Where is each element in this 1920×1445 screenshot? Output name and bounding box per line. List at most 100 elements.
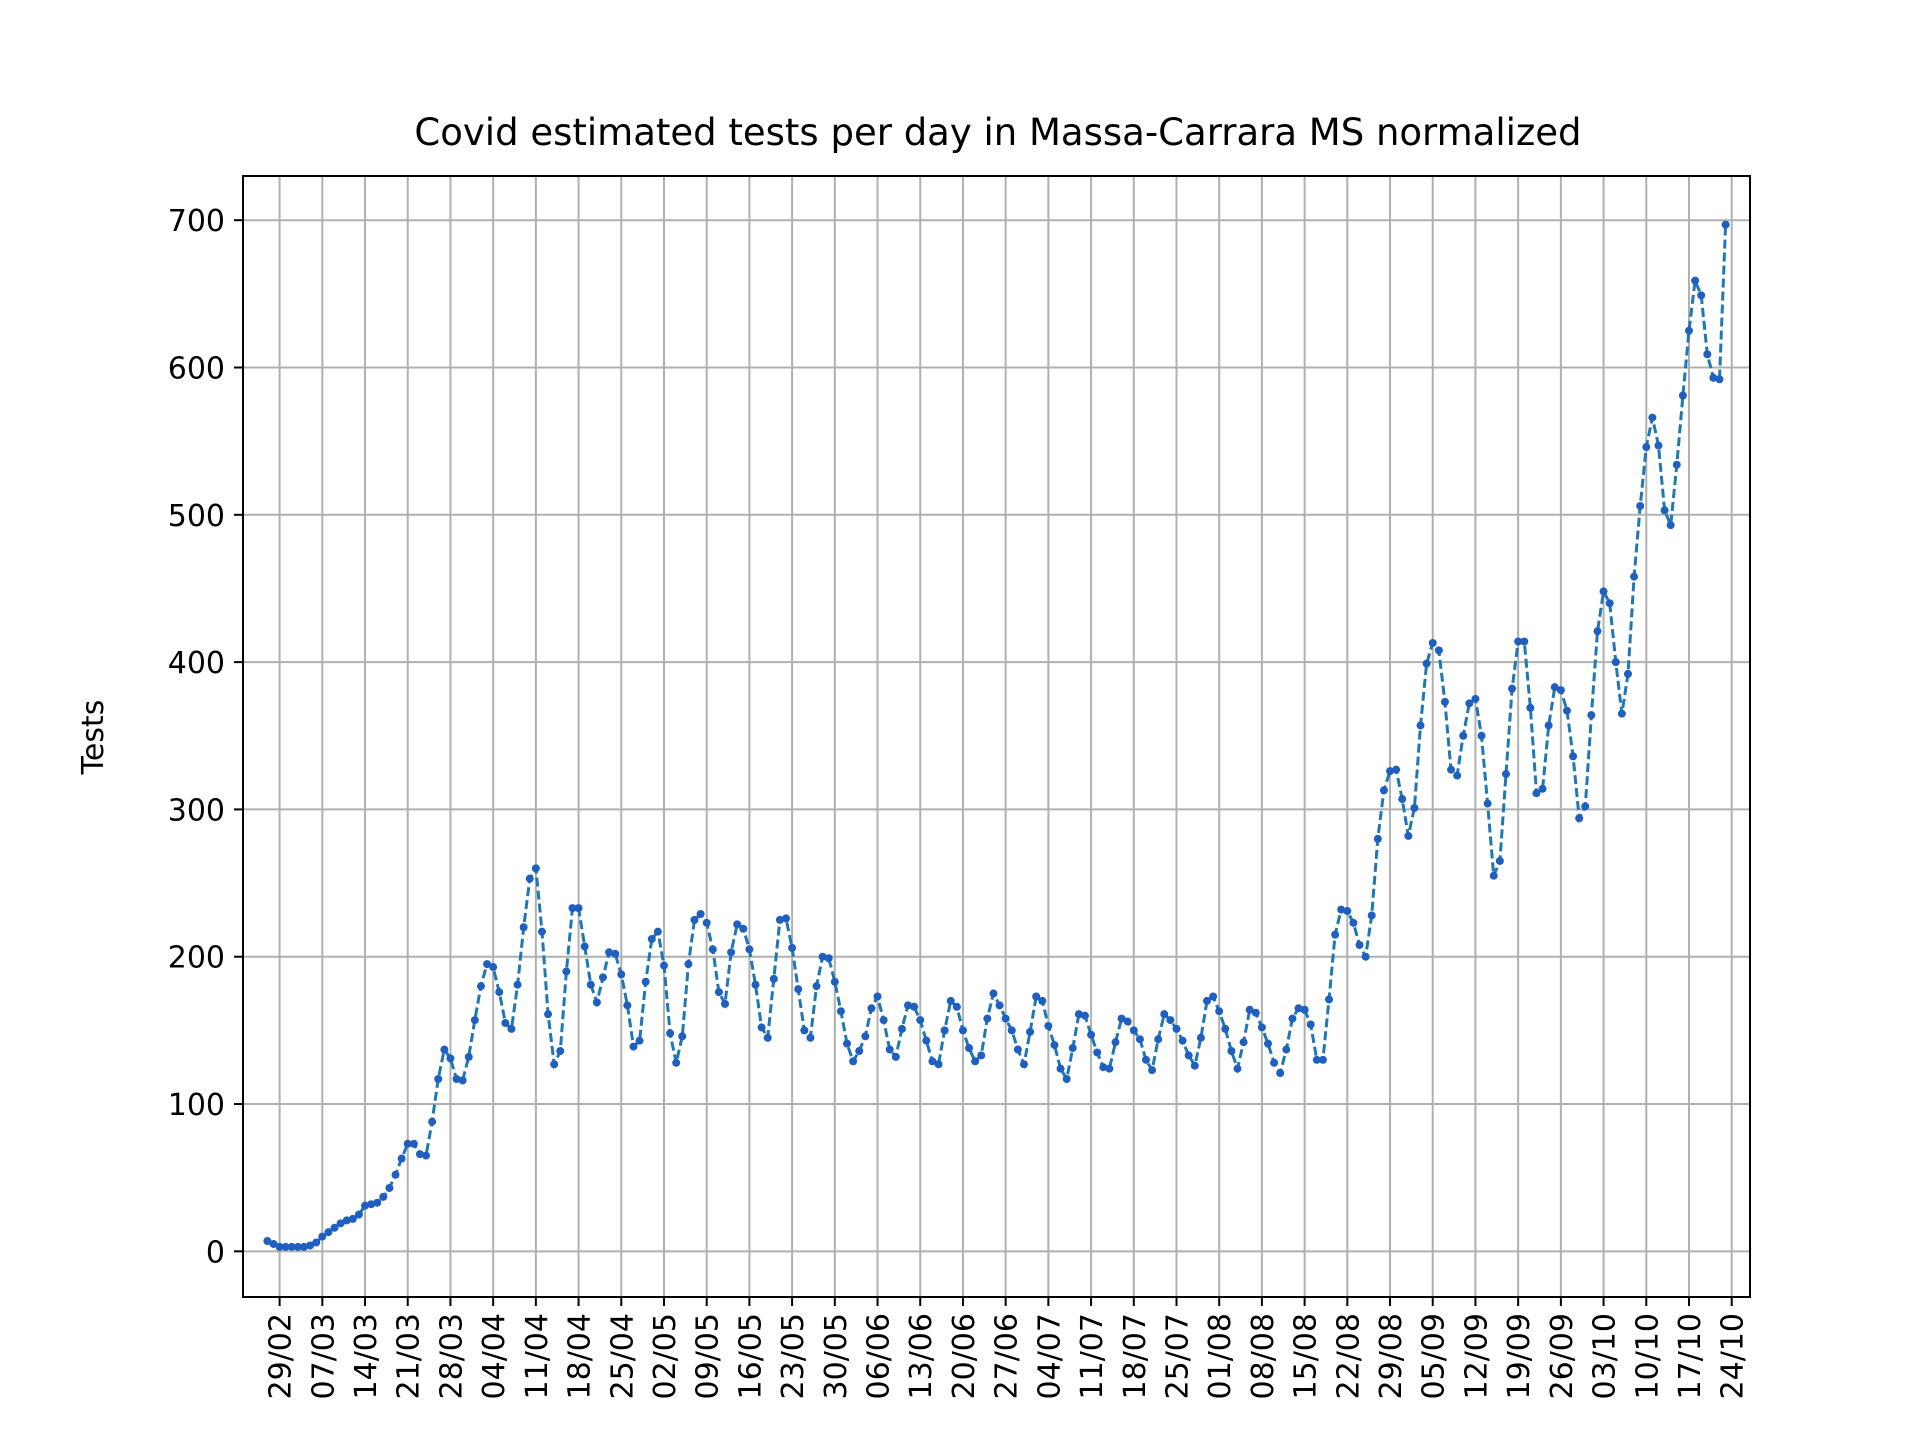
data-point <box>1386 767 1395 776</box>
data-point <box>1465 699 1474 708</box>
data-point <box>1422 659 1431 668</box>
data-point <box>1117 1014 1126 1023</box>
y-tick-label: 300 <box>168 793 225 828</box>
data-point <box>1654 441 1663 450</box>
data-point <box>422 1151 431 1160</box>
data-point <box>1630 572 1639 581</box>
data-point <box>373 1198 382 1207</box>
data-point <box>836 1007 845 1016</box>
data-point <box>989 989 998 998</box>
data-point <box>403 1139 412 1148</box>
data-point <box>525 874 534 883</box>
data-point <box>1495 856 1504 865</box>
data-point <box>635 1036 644 1045</box>
data-point <box>1447 765 1456 774</box>
data-point <box>1184 1051 1193 1060</box>
data-point <box>928 1057 937 1066</box>
data-point <box>1129 1026 1138 1035</box>
data-point <box>1684 326 1693 335</box>
data-point <box>556 1046 565 1055</box>
data-point <box>300 1242 309 1251</box>
data-point <box>1544 721 1553 730</box>
data-point <box>653 927 662 936</box>
data-point <box>1264 1039 1273 1048</box>
data-point <box>1648 413 1657 422</box>
data-point <box>379 1192 388 1201</box>
data-point <box>1587 711 1596 720</box>
data-point <box>733 920 742 929</box>
data-point <box>1367 911 1376 920</box>
data-point <box>720 999 729 1008</box>
x-tick-label: 28/03 <box>434 1313 469 1399</box>
data-point <box>446 1054 455 1063</box>
data-point <box>1221 1024 1230 1033</box>
x-tick-label: 08/08 <box>1246 1313 1281 1399</box>
data-point <box>788 943 797 952</box>
data-point <box>977 1051 986 1060</box>
data-point <box>849 1057 858 1066</box>
data-point <box>586 980 595 989</box>
data-point <box>952 1002 961 1011</box>
data-point <box>1349 918 1358 927</box>
x-tick-label: 18/04 <box>563 1313 598 1399</box>
data-point <box>1062 1074 1071 1083</box>
data-point <box>592 998 601 1007</box>
data-point <box>1599 587 1608 596</box>
data-point <box>751 980 760 989</box>
data-point <box>1148 1066 1157 1075</box>
data-point <box>617 970 626 979</box>
x-tick-label: 19/09 <box>1502 1313 1537 1399</box>
data-point <box>1575 814 1584 823</box>
data-point <box>910 1002 919 1011</box>
data-point <box>1007 1026 1016 1035</box>
data-point <box>1538 784 1547 793</box>
data-point <box>440 1045 449 1054</box>
data-point <box>971 1057 980 1066</box>
data-point <box>391 1170 400 1179</box>
x-tick-label: 16/05 <box>733 1313 768 1399</box>
data-point <box>782 914 791 923</box>
data-point <box>1087 1030 1096 1039</box>
data-point <box>531 864 540 873</box>
data-point <box>1325 995 1334 1004</box>
data-point <box>672 1058 681 1067</box>
data-point <box>470 1016 479 1025</box>
x-tick-label: 12/09 <box>1459 1313 1494 1399</box>
y-tick-label: 200 <box>168 941 225 976</box>
plot-frame <box>242 175 1751 1298</box>
data-point <box>409 1139 418 1148</box>
data-point <box>769 974 778 983</box>
data-point <box>1440 697 1449 706</box>
x-tick-label: 04/07 <box>1032 1313 1067 1399</box>
data-point <box>678 1032 687 1041</box>
data-point <box>922 1036 931 1045</box>
x-tick-label: 01/08 <box>1203 1313 1238 1399</box>
data-point <box>1331 930 1340 939</box>
data-point <box>1038 996 1047 1005</box>
data-point <box>312 1238 321 1247</box>
data-point <box>1251 1008 1260 1017</box>
data-point <box>1135 1035 1144 1044</box>
data-point <box>916 1016 925 1025</box>
data-point <box>830 977 839 986</box>
data-point <box>495 988 504 997</box>
data-point <box>757 1023 766 1032</box>
data-point <box>385 1183 394 1192</box>
data-point <box>537 927 546 936</box>
x-tick-label: 15/08 <box>1289 1313 1324 1399</box>
data-point <box>897 1024 906 1033</box>
x-tick-label: 13/06 <box>904 1313 939 1399</box>
x-tick-label: 25/07 <box>1160 1313 1195 1399</box>
data-point <box>1032 992 1041 1001</box>
data-point <box>501 1019 510 1028</box>
data-point <box>727 948 736 957</box>
data-point <box>324 1228 333 1237</box>
data-point <box>476 982 485 991</box>
data-point <box>995 1001 1004 1010</box>
data-point <box>940 1026 949 1035</box>
data-point <box>1501 770 1510 779</box>
data-point <box>843 1039 852 1048</box>
data-point <box>287 1242 296 1251</box>
x-tick-label: 29/02 <box>264 1313 299 1399</box>
